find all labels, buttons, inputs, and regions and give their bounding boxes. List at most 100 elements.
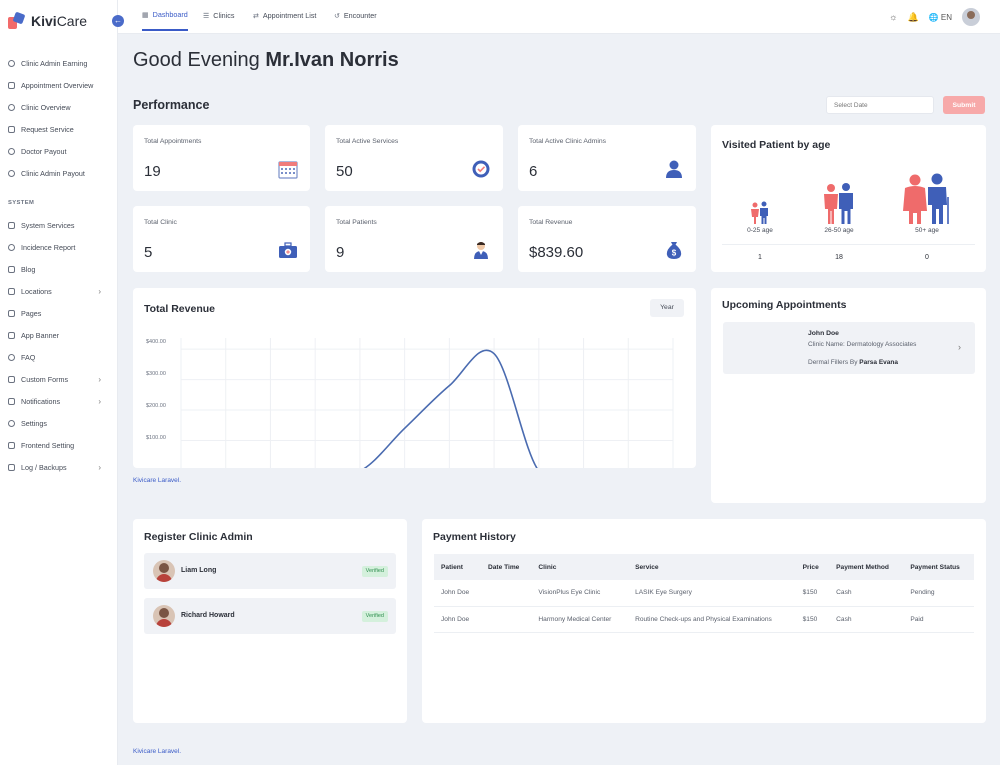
- location-pin-icon: [8, 103, 15, 111]
- table-cell: John Doe: [434, 580, 481, 607]
- sidebar-item-appointment-overview[interactable]: Appointment Overview: [0, 74, 117, 96]
- table-cell: $150: [795, 580, 830, 607]
- trash-icon: [8, 287, 15, 295]
- stat-card-total-active-services: Total Active Services 50: [325, 125, 503, 191]
- appointment-clinic: Clinic Name: Dermatology Associates: [808, 341, 917, 348]
- sidebar-item-clinic-admin-payout[interactable]: Clinic Admin Payout: [0, 162, 117, 184]
- sidebar-item-log-backups[interactable]: Log / Backups ›: [0, 456, 117, 478]
- card-title: Payment History: [433, 531, 516, 543]
- chevron-right-icon: ›: [98, 462, 101, 472]
- stat-value: 9: [336, 244, 345, 261]
- question-icon: [8, 353, 15, 361]
- stat-card-total-patients: Total Patients 9: [325, 206, 503, 272]
- table-cell: $150: [795, 606, 830, 633]
- age-group-count: 1: [758, 254, 762, 261]
- sidebar-item-system-services[interactable]: System Services: [0, 214, 117, 236]
- sidebar-item-locations[interactable]: Locations ›: [0, 280, 117, 302]
- user-avatar[interactable]: [962, 8, 980, 26]
- sidebar-item-label: Incidence Report: [21, 242, 76, 252]
- column-header: Service: [628, 554, 796, 580]
- stat-value: $839.60: [529, 244, 584, 261]
- tab-dashboard[interactable]: ▦ Dashboard: [142, 0, 188, 31]
- document-icon: [8, 309, 15, 317]
- sidebar-item-clinic-overview[interactable]: Clinic Overview: [0, 96, 117, 118]
- history-icon: ↺: [334, 12, 340, 20]
- sidebar-item-pages[interactable]: Pages: [0, 302, 117, 324]
- user-icon: [666, 160, 682, 178]
- tab-encounter[interactable]: ↺ Encounter: [334, 11, 377, 20]
- card-title: Total Revenue: [144, 303, 215, 315]
- location-pin-icon: [8, 243, 15, 251]
- sidebar-item-app-banner[interactable]: App Banner: [0, 324, 117, 346]
- admin-row[interactable]: Richard Howard Verified: [144, 598, 396, 634]
- chevron-right-icon[interactable]: ›: [958, 342, 961, 352]
- card-title: Register Clinic Admin: [144, 531, 253, 543]
- svg-text:$: $: [672, 249, 677, 258]
- brand-logo[interactable]: KiviCare: [0, 0, 117, 42]
- dollar-circle-icon: [8, 169, 15, 177]
- sidebar-item-request-service[interactable]: Request Service: [0, 118, 117, 140]
- appointment-service: Dermal Fillers By Parsa Evana: [808, 359, 898, 366]
- medical-kit-icon: [279, 242, 297, 258]
- appointment-patient: John Doe: [808, 330, 839, 337]
- document-icon: [8, 463, 15, 471]
- bell-icon[interactable]: 🔔: [907, 11, 919, 22]
- table-cell: Paid: [903, 606, 974, 633]
- sidebar-item-blog[interactable]: Blog: [0, 258, 117, 280]
- monitor-icon: [8, 221, 15, 229]
- card-title: Upcoming Appointments: [722, 299, 847, 311]
- sidebar-item-incidence-report[interactable]: Incidence Report: [0, 236, 117, 258]
- sidebar-item-label: Notifications: [21, 396, 61, 406]
- language-selector[interactable]: 🌐 EN: [928, 12, 952, 22]
- top-navigation: ▦ Dashboard ☰ Clinics ⇄ Appointment List ↺ E…: [118, 0, 1000, 34]
- revenue-series-line: [363, 349, 538, 468]
- sidebar-item-label: Clinic Admin Earning: [21, 58, 88, 68]
- sidebar-item-doctor-payout[interactable]: Doctor Payout: [0, 140, 117, 162]
- sidebar-item-label: Locations: [21, 286, 52, 296]
- submit-button[interactable]: Submit: [943, 96, 985, 114]
- chevron-right-icon: ›: [98, 374, 101, 384]
- column-header: Price: [795, 554, 830, 580]
- status-badge: Verified: [361, 566, 388, 577]
- table-cell: Cash: [829, 606, 904, 633]
- stat-label: Total Appointments: [144, 138, 202, 145]
- collapse-sidebar-button[interactable]: ←: [112, 15, 124, 27]
- pencil-icon: [8, 265, 15, 273]
- revenue-footer-text[interactable]: Kivicare Laravel.: [133, 477, 182, 484]
- tab-clinics[interactable]: ☰ Clinics: [203, 11, 235, 20]
- divider: [722, 244, 975, 245]
- sidebar-item-notifications[interactable]: Notifications ›: [0, 390, 117, 412]
- stat-value: 6: [529, 163, 538, 180]
- admin-row[interactable]: Liam Long Verified: [144, 553, 396, 589]
- stat-value: 50: [336, 163, 353, 180]
- stat-label: Total Patients: [336, 219, 377, 226]
- age-group-label: 50+ age: [915, 227, 939, 234]
- sidebar: KiviCare Clinic Admin Earning Appointment…: [0, 0, 118, 765]
- table-row[interactable]: John Doe VisionPlus Eye Clinic LASIK Eye…: [434, 580, 974, 607]
- year-filter-button[interactable]: Year: [650, 299, 684, 317]
- swap-icon: ⇄: [253, 12, 259, 20]
- brand-name: KiviCare: [31, 13, 88, 29]
- theme-sun-icon[interactable]: ☼: [889, 12, 898, 22]
- appointment-item[interactable]: John Doe Clinic Name: Dermatology Associ…: [723, 322, 975, 374]
- page-footer-text[interactable]: Kivicare Laravel.: [133, 748, 182, 755]
- upcoming-appointments-card: Upcoming Appointments John Doe Clinic Na…: [711, 288, 986, 503]
- sidebar-item-settings[interactable]: Settings: [0, 412, 117, 434]
- children-icon: [751, 201, 768, 224]
- globe-icon: 🌐: [928, 12, 939, 22]
- sidebar-item-frontend-setting[interactable]: Frontend Setting: [0, 434, 117, 456]
- sidebar-item-custom-forms[interactable]: Custom Forms ›: [0, 368, 117, 390]
- table-cell: Routine Check-ups and Physical Examinati…: [628, 606, 796, 633]
- table-row[interactable]: John Doe Harmony Medical Center Routine …: [434, 606, 974, 633]
- stat-value: 19: [144, 163, 161, 180]
- sidebar-item-faq[interactable]: FAQ: [0, 346, 117, 368]
- age-group-count: 0: [925, 254, 929, 261]
- trend-icon: [8, 125, 15, 133]
- gear-icon: [8, 419, 15, 427]
- select-date-input[interactable]: [826, 96, 934, 114]
- sidebar-item-clinic-admin-earning[interactable]: Clinic Admin Earning: [0, 52, 117, 74]
- sidebar-system-nav: System Services Incidence Report Blog Locat…: [0, 214, 117, 478]
- chevron-right-icon: ›: [98, 396, 101, 406]
- stat-label: Total Active Services: [336, 138, 399, 145]
- tab-appointment-list[interactable]: ⇄ Appointment List: [253, 11, 317, 20]
